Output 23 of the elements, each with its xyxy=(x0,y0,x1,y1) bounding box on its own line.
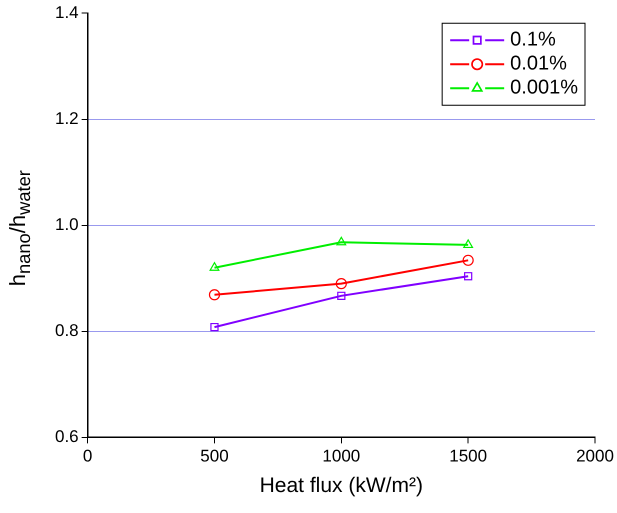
x-tick-label: 2000 xyxy=(576,446,614,466)
y-tick-label: 0.6 xyxy=(54,427,79,446)
x-axis-title: Heat flux (kW/m²) xyxy=(260,474,423,498)
y-tick-label: 1.4 xyxy=(54,2,79,22)
x-tick-label: 1500 xyxy=(449,446,488,466)
point xyxy=(336,278,347,290)
x-tick-label: 500 xyxy=(200,446,229,466)
point xyxy=(210,262,220,271)
y-tick-label: 1.0 xyxy=(54,214,79,234)
point xyxy=(208,289,220,300)
point xyxy=(337,292,346,300)
point xyxy=(336,236,346,246)
y-tick-label: 0.8 xyxy=(54,321,79,340)
legend-label: 0.01% xyxy=(510,52,568,75)
point xyxy=(210,322,219,332)
point xyxy=(462,254,474,266)
point xyxy=(464,272,472,280)
point xyxy=(463,239,474,248)
x-tick-label: 1000 xyxy=(322,446,360,466)
legend-label: 0.001% xyxy=(510,76,578,99)
y-tick-label: 1.2 xyxy=(54,108,79,128)
x-tick-label: 0 xyxy=(82,446,92,466)
legend-label: 0.1% xyxy=(510,28,556,51)
